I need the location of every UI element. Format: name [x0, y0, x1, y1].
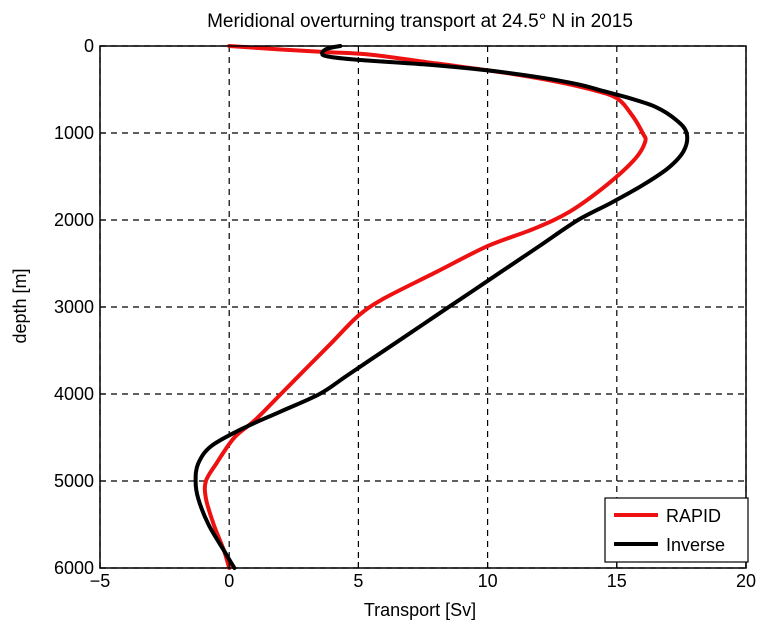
y-tick-label: 3000 [54, 297, 94, 317]
y-axis-ticks: 0 1000 2000 3000 4000 5000 6000 [54, 36, 106, 578]
y-tick-label: 5000 [54, 471, 94, 491]
legend-box [604, 497, 749, 563]
x-tick-label: 5 [353, 571, 363, 591]
y-axis-label: depth [m] [10, 268, 30, 343]
x-tick-label: −5 [90, 571, 111, 591]
x-tick-label: 0 [224, 571, 234, 591]
chart-title: Meridional overturning transport at 24.5… [207, 11, 633, 32]
legend-label-inverse: Inverse [666, 535, 725, 555]
x-axis-label: Transport [Sv] [364, 600, 476, 620]
y-tick-label: 0 [84, 36, 94, 56]
x-axis-ticks: −5 0 5 10 15 20 [90, 562, 756, 591]
y-tick-label: 2000 [54, 210, 94, 230]
y-tick-label: 4000 [54, 384, 94, 404]
legend: RAPID Inverse [604, 497, 749, 563]
legend-label-rapid: RAPID [666, 506, 721, 526]
x-tick-label: 15 [607, 571, 627, 591]
series-line-inverse [193, 44, 690, 570]
y-tick-label: 1000 [54, 123, 94, 143]
y-tick-label: 6000 [54, 558, 94, 578]
series-lines [193, 44, 690, 570]
x-tick-label: 10 [478, 571, 498, 591]
x-tick-label: 20 [736, 571, 756, 591]
